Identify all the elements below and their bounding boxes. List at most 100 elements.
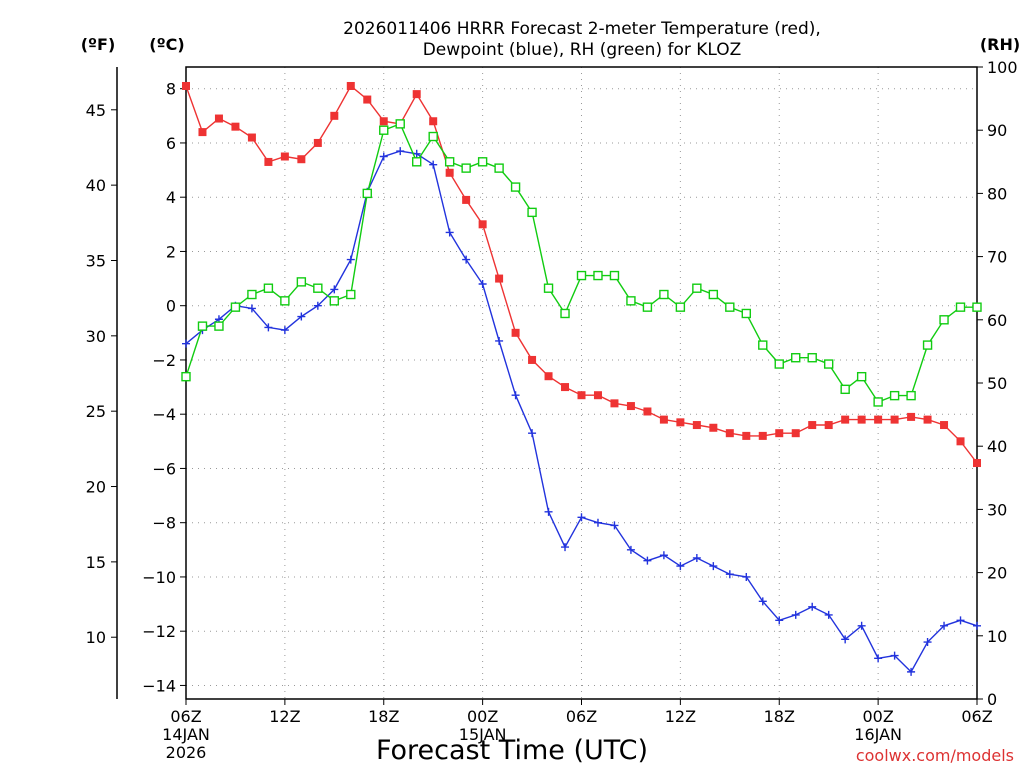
dewpoint-point xyxy=(511,391,520,400)
rh-point xyxy=(214,321,224,331)
temperature-point xyxy=(511,328,520,337)
rh-point xyxy=(543,283,554,293)
dewpoint-point xyxy=(692,553,701,562)
rh-tick-label: 70 xyxy=(987,248,1007,267)
dewpoint-point xyxy=(528,429,537,438)
rh-point xyxy=(889,390,900,401)
dewpoint-point xyxy=(544,507,553,516)
rh-point xyxy=(922,340,933,350)
dewpoint-point xyxy=(561,543,570,552)
dewpoint-point xyxy=(495,336,504,345)
rh-point xyxy=(461,163,471,173)
dewpoint-point xyxy=(940,621,949,630)
celsius-tick-label: 8 xyxy=(166,80,176,99)
rh-point xyxy=(939,315,949,325)
rh-point xyxy=(906,390,916,401)
rh-axis-unit: (RH) xyxy=(980,35,1020,54)
data-series xyxy=(181,81,982,676)
fahrenheit-tick-label: 35 xyxy=(86,251,106,270)
temperature-point xyxy=(544,372,553,381)
rh-point xyxy=(263,283,274,293)
dewpoint-point xyxy=(775,616,784,625)
rh-point xyxy=(840,384,850,395)
temperature-point xyxy=(182,81,190,90)
rh-tick-label: 50 xyxy=(987,374,1007,393)
dewpoint-point xyxy=(429,160,438,169)
rh-point xyxy=(395,119,405,129)
fahrenheit-tick-label: 10 xyxy=(86,628,106,647)
dewpoint-point xyxy=(330,285,339,294)
x-tick-label: 06Z xyxy=(961,707,992,726)
rh-point xyxy=(510,182,521,192)
rh-point xyxy=(708,289,719,300)
rh-point xyxy=(576,270,587,281)
rh-tick-label: 10 xyxy=(987,627,1007,646)
dewpoint-point xyxy=(956,616,965,625)
dewpoint-point xyxy=(264,323,273,332)
rh-point xyxy=(527,207,537,218)
temperature-point xyxy=(940,421,949,430)
x-axis-label: Forecast Time (UTC) xyxy=(376,735,648,766)
celsius-tick-label: 2 xyxy=(166,242,176,261)
chart-title: 2026011406 HRRR Forecast 2-meter Tempera… xyxy=(343,19,821,39)
fahrenheit-tick-label: 30 xyxy=(86,327,106,346)
rh-point xyxy=(774,359,784,369)
temperature-point xyxy=(824,421,833,430)
rh-point xyxy=(296,277,307,287)
rh-point xyxy=(675,302,686,312)
rh-point xyxy=(346,289,356,300)
fahrenheit-axis-unit: (ºF) xyxy=(81,35,116,54)
dewpoint-point xyxy=(182,339,190,348)
temperature-point xyxy=(775,429,784,438)
temperature-point xyxy=(280,152,289,161)
fahrenheit-tick-label: 20 xyxy=(86,478,106,497)
temperature-point xyxy=(429,117,438,126)
celsius-tick-label: −14 xyxy=(142,676,176,695)
celsius-tick-label: −12 xyxy=(142,622,176,641)
temperature-point xyxy=(742,431,751,440)
x-tick-label: 00Z xyxy=(862,707,893,726)
temperature-point xyxy=(214,114,223,123)
fahrenheit-tick-label: 15 xyxy=(86,553,106,572)
celsius-tick-label: 6 xyxy=(166,134,176,153)
rh-point xyxy=(873,397,883,407)
rh-point xyxy=(247,289,257,300)
rh-point xyxy=(642,302,653,312)
temperature-point xyxy=(709,423,718,432)
dewpoint-point xyxy=(709,562,718,571)
dewpoint-point xyxy=(725,570,734,579)
temperature-point xyxy=(610,399,619,408)
dewpoint-point xyxy=(379,152,388,161)
temperature-point xyxy=(643,407,652,416)
rh-point xyxy=(329,296,340,306)
temperature-point xyxy=(907,412,916,421)
dewpoint-point xyxy=(824,610,833,619)
x-tick-label: 00Z xyxy=(467,707,498,726)
rh-tick-label: 30 xyxy=(987,500,1007,519)
rh-point xyxy=(659,289,669,300)
dewpoint-point xyxy=(346,255,355,264)
celsius-tick-label: −6 xyxy=(152,459,176,478)
rh-point xyxy=(972,302,982,312)
temperature-point xyxy=(330,111,339,120)
dewpoint-point xyxy=(874,654,883,663)
rh-point xyxy=(758,340,768,350)
rh-tick-label: 40 xyxy=(987,437,1007,456)
celsius-tick-label: −8 xyxy=(152,514,176,533)
temperature-point xyxy=(626,402,635,411)
temperature-point xyxy=(808,421,817,430)
temperature-point xyxy=(495,274,504,283)
temperature-point xyxy=(363,95,372,104)
temperature-point xyxy=(528,355,537,364)
dewpoint-point xyxy=(841,635,850,644)
dewpoint-point xyxy=(659,551,668,560)
dewpoint-point xyxy=(676,562,685,571)
rh-tick-label: 60 xyxy=(987,311,1007,330)
dewpoint-point xyxy=(643,556,652,565)
dewpoint-point xyxy=(742,572,751,581)
dewpoint-point xyxy=(758,597,767,606)
fahrenheit-tick-label: 25 xyxy=(86,402,106,421)
temperature-point xyxy=(956,437,965,446)
x-tick-date: 16JAN xyxy=(854,725,902,744)
